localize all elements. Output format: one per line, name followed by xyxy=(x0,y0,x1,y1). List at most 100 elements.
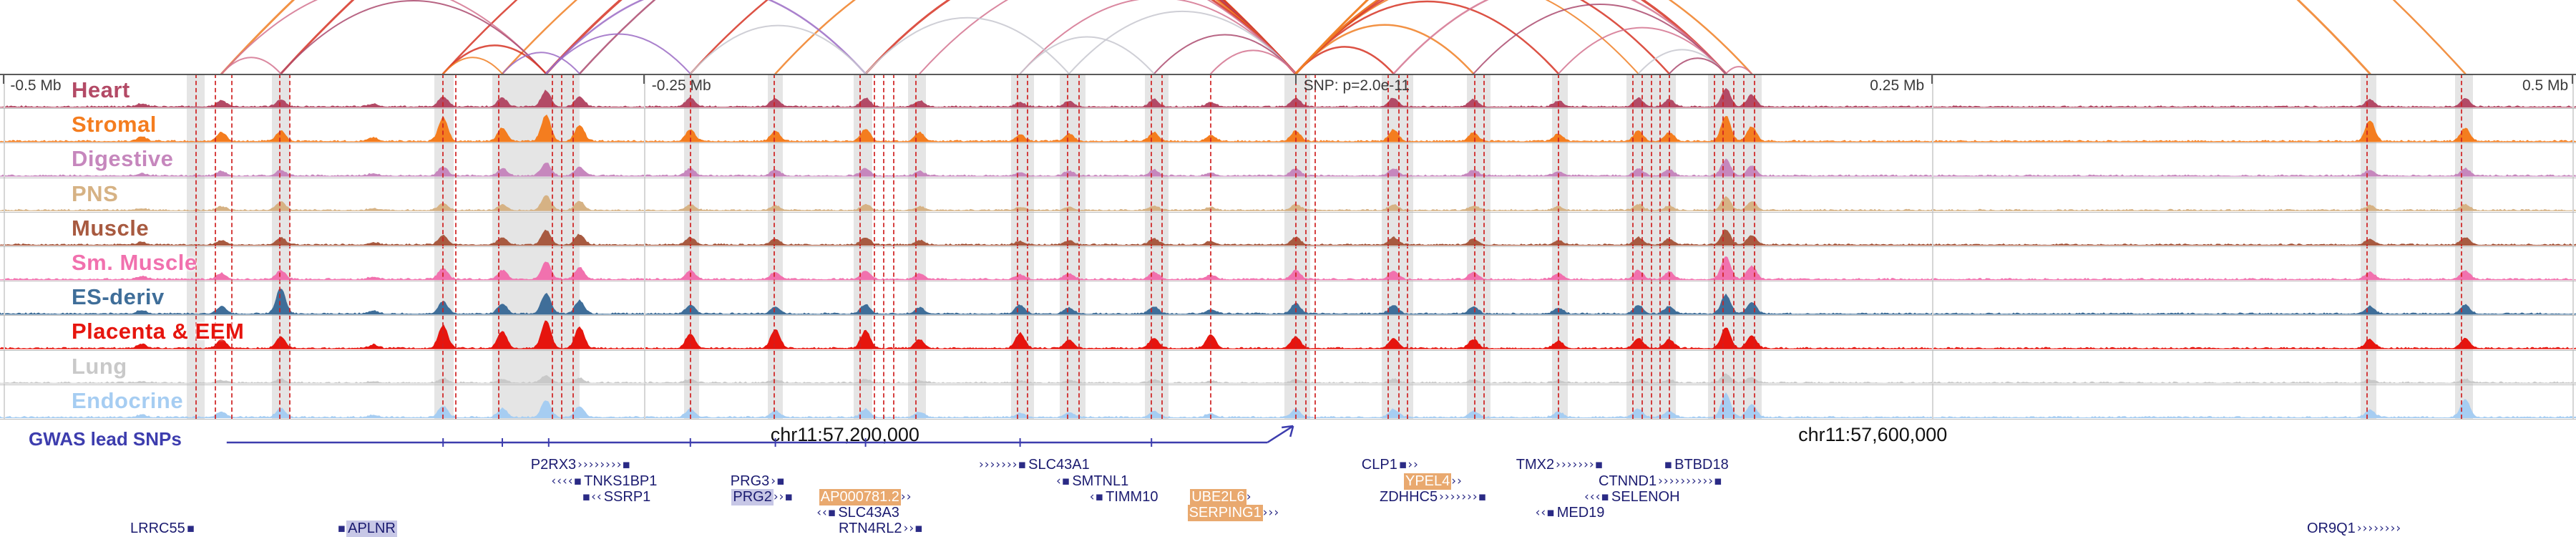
gene-btbd18[interactable]: ▪ BTBD18 xyxy=(1664,457,1730,473)
interaction-arc xyxy=(1294,0,1671,74)
interaction-arc xyxy=(1294,0,1727,74)
gene-slc43a3[interactable]: ‹‹▪ SLC43A3 xyxy=(816,505,901,521)
gene-name-label: APLNR xyxy=(346,521,397,537)
gene-strand-arrows: ‹‹▪ xyxy=(816,505,837,520)
interaction-arc xyxy=(1294,0,2371,74)
gene-ctnnd1[interactable]: CTNND1 ››››››››››▪ xyxy=(1597,473,1723,490)
gene-name-label: BTBD18 xyxy=(1674,457,1729,473)
gene-or9q1[interactable]: OR9Q1 ›››››››› xyxy=(2306,521,2401,537)
gwas-line-segment xyxy=(1282,425,1294,429)
gene-strand-arrows: › xyxy=(1246,490,1252,504)
track-label-placenta-eem[interactable]: Placenta & EEM xyxy=(72,319,245,344)
track-label-muscle[interactable]: Muscle xyxy=(72,215,150,241)
gene-prg2[interactable]: PRG2 ››▪ xyxy=(731,489,794,505)
ruler-label: -0.5 Mb xyxy=(10,77,62,94)
gene-name-label: SSRP1 xyxy=(603,489,651,505)
gene-tmx2[interactable]: TMX2 ›››››››▪ xyxy=(1515,457,1604,473)
track-separator xyxy=(0,315,2576,316)
gwas-lead-snps-label[interactable]: GWAS lead SNPs xyxy=(29,428,182,450)
ruler-tick xyxy=(3,74,5,84)
gene-tnks1bp1[interactable]: ‹‹‹‹▪ TNKS1BP1 xyxy=(551,473,658,490)
interaction-arc xyxy=(220,57,282,74)
interaction-arc xyxy=(1210,49,1297,74)
interaction-arc xyxy=(220,0,547,74)
interaction-arc xyxy=(1294,0,1560,74)
gene-name-label: RTN4RL2 xyxy=(839,521,902,536)
gene-name-label: YPEL4 xyxy=(1404,473,1452,490)
gene-strand-arrows: ‹▪ xyxy=(1089,490,1105,504)
track-label-pns[interactable]: PNS xyxy=(72,180,119,206)
gene-name-label: SLC43A3 xyxy=(838,505,899,521)
ruler-tick xyxy=(1294,74,1297,84)
gene-ube2l6[interactable]: UBE2L6 › xyxy=(1190,489,1252,505)
gene-timm10[interactable]: ‹▪ TIMM10 xyxy=(1090,489,1160,505)
interaction-arc xyxy=(1294,0,2467,74)
gene-name-label: LRRC55 xyxy=(130,521,185,536)
gene-smtnl1[interactable]: ‹▪ SMTNL1 xyxy=(1056,473,1130,490)
gene-med19[interactable]: ‹‹▪ MED19 xyxy=(1536,505,1606,521)
gene-selenoh[interactable]: ‹‹‹▪ SELENOH xyxy=(1584,489,1682,505)
gwas-snp-line-layer xyxy=(226,425,1294,447)
track-label-sm-muscle[interactable]: Sm. Muscle xyxy=(72,250,197,275)
gene-name-label: TIMM10 xyxy=(1106,489,1158,505)
gene-strand-arrows: ››▪ xyxy=(773,490,794,504)
interaction-arc xyxy=(502,52,580,74)
interaction-arc xyxy=(441,44,547,74)
interaction-arc xyxy=(280,0,547,74)
gene-serping1[interactable]: SERPING1 ››› xyxy=(1187,505,1280,521)
track-separator xyxy=(0,384,2576,385)
gene-strand-arrows: ›››››››▪ xyxy=(1556,458,1604,472)
gene-strand-arrows: ▪ xyxy=(337,521,347,536)
gene-name-label: PRG3 xyxy=(730,473,770,489)
gene-strand-arrows: ‹‹‹▪ xyxy=(1584,490,1610,504)
gene-strand-arrows: ▪ xyxy=(186,521,196,536)
gene-clp1[interactable]: CLP1 ▪›› xyxy=(1360,457,1419,473)
interaction-arc xyxy=(545,33,691,74)
gene-strand-arrows: ‹‹‹‹▪ xyxy=(551,474,583,488)
gene-strand-arrows: ›› xyxy=(900,490,912,504)
gene-name-label: CLP1 xyxy=(1361,457,1397,473)
interaction-arc xyxy=(578,0,1297,74)
track-label-lung[interactable]: Lung xyxy=(72,353,127,379)
track-label-heart[interactable]: Heart xyxy=(72,77,130,102)
interaction-arc xyxy=(501,0,1297,74)
ruler-label: -0.25 Mb xyxy=(651,77,711,94)
track-label-digestive[interactable]: Digestive xyxy=(72,146,174,172)
gene-name-label: SERPING1 xyxy=(1187,505,1263,521)
interaction-arc xyxy=(774,0,1297,74)
gene-name-label: ZDHHC5 xyxy=(1380,489,1438,505)
ruler-tick xyxy=(1931,74,1933,84)
gene-strand-arrows: ››› xyxy=(1262,505,1280,520)
track-label-stromal[interactable]: Stromal xyxy=(72,112,157,137)
interaction-arc xyxy=(279,0,1297,74)
interaction-arc xyxy=(1668,57,1727,74)
interaction-arc xyxy=(1473,3,1727,74)
interaction-arc xyxy=(545,0,867,74)
gene-strand-arrows: ››▪ xyxy=(903,521,924,536)
gene-p2rx3[interactable]: P2RX3 ››››››››▪ xyxy=(530,457,631,473)
interaction-arcs-layer xyxy=(220,0,2467,74)
gene-rtn4rl2[interactable]: RTN4RL2 ››▪ xyxy=(837,521,924,537)
gene-strand-arrows: ››››››››▪ xyxy=(577,458,632,472)
track-separator xyxy=(0,419,2576,420)
gene-strand-arrows: ▪ xyxy=(1664,458,1674,472)
ruler-label: SNP: p=2.0e-11 xyxy=(1303,77,1410,94)
gene-ssrp1[interactable]: ▪‹‹ SSRP1 xyxy=(582,489,653,505)
gene-prg3[interactable]: PRG3 ›▪ xyxy=(729,473,786,490)
gene-ypel4[interactable]: YPEL4 ›› xyxy=(1404,473,1463,490)
coordinate-label: chr11:57,600,000 xyxy=(1798,424,1948,445)
track-separator xyxy=(0,246,2576,247)
ruler-line xyxy=(0,74,2576,75)
gene-name-label: UBE2L6 xyxy=(1190,489,1246,505)
gene-ap000781-2[interactable]: AP000781.2 ›› xyxy=(819,489,912,505)
interaction-arc xyxy=(689,0,1297,74)
gene-aplnr[interactable]: ▪ APLNR xyxy=(338,521,397,537)
gene-slc43a1[interactable]: ›››››››▪ SLC43A1 xyxy=(979,457,1091,473)
track-label-endocrine[interactable]: Endocrine xyxy=(72,387,184,413)
gene-lrrc55[interactable]: LRRC55 ▪ xyxy=(129,521,195,537)
gene-zdhhc5[interactable]: ZDHHC5 ›››››››▪ xyxy=(1378,489,1487,505)
interaction-arc xyxy=(864,0,1297,74)
interaction-arc xyxy=(1725,66,1752,74)
track-label-es-deriv[interactable]: ES-deriv xyxy=(72,284,165,310)
gene-name-label: PRG2 xyxy=(731,489,774,505)
